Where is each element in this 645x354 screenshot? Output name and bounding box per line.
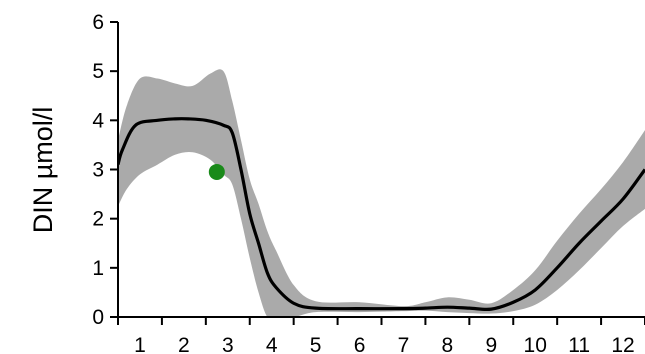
y-axis-title: DIN µmol/l: [28, 107, 58, 234]
x-tick-label-11: 11: [568, 334, 590, 354]
x-tick-label-3: 3: [222, 334, 234, 354]
x-tick-label-2: 2: [178, 334, 190, 354]
y-tick-label-5: 5: [92, 60, 104, 83]
confidence-band-0: [118, 69, 645, 317]
x-tick-label-4: 4: [266, 334, 278, 354]
y-tick-label-3: 3: [92, 159, 104, 182]
plot-area: [118, 69, 645, 317]
y-tick-label-0: 0: [92, 306, 104, 329]
x-tick-label-7: 7: [398, 334, 410, 354]
y-tick-label-2: 2: [92, 208, 104, 231]
x-tick-label-10: 10: [524, 334, 547, 354]
y-tick-label-6: 6: [92, 11, 104, 34]
x-tick-label-9: 9: [485, 334, 497, 354]
y-tick-label-1: 1: [92, 257, 104, 280]
x-tick-label-8: 8: [442, 334, 454, 354]
x-tick-label-12: 12: [611, 334, 634, 354]
x-tick-label-6: 6: [354, 334, 366, 354]
y-tick-label-4: 4: [92, 109, 104, 132]
mean-line-0: [118, 117, 645, 312]
x-tick-label-5: 5: [310, 334, 322, 354]
x-tick-label-1: 1: [134, 334, 146, 354]
data-point-0-0: [208, 163, 225, 180]
